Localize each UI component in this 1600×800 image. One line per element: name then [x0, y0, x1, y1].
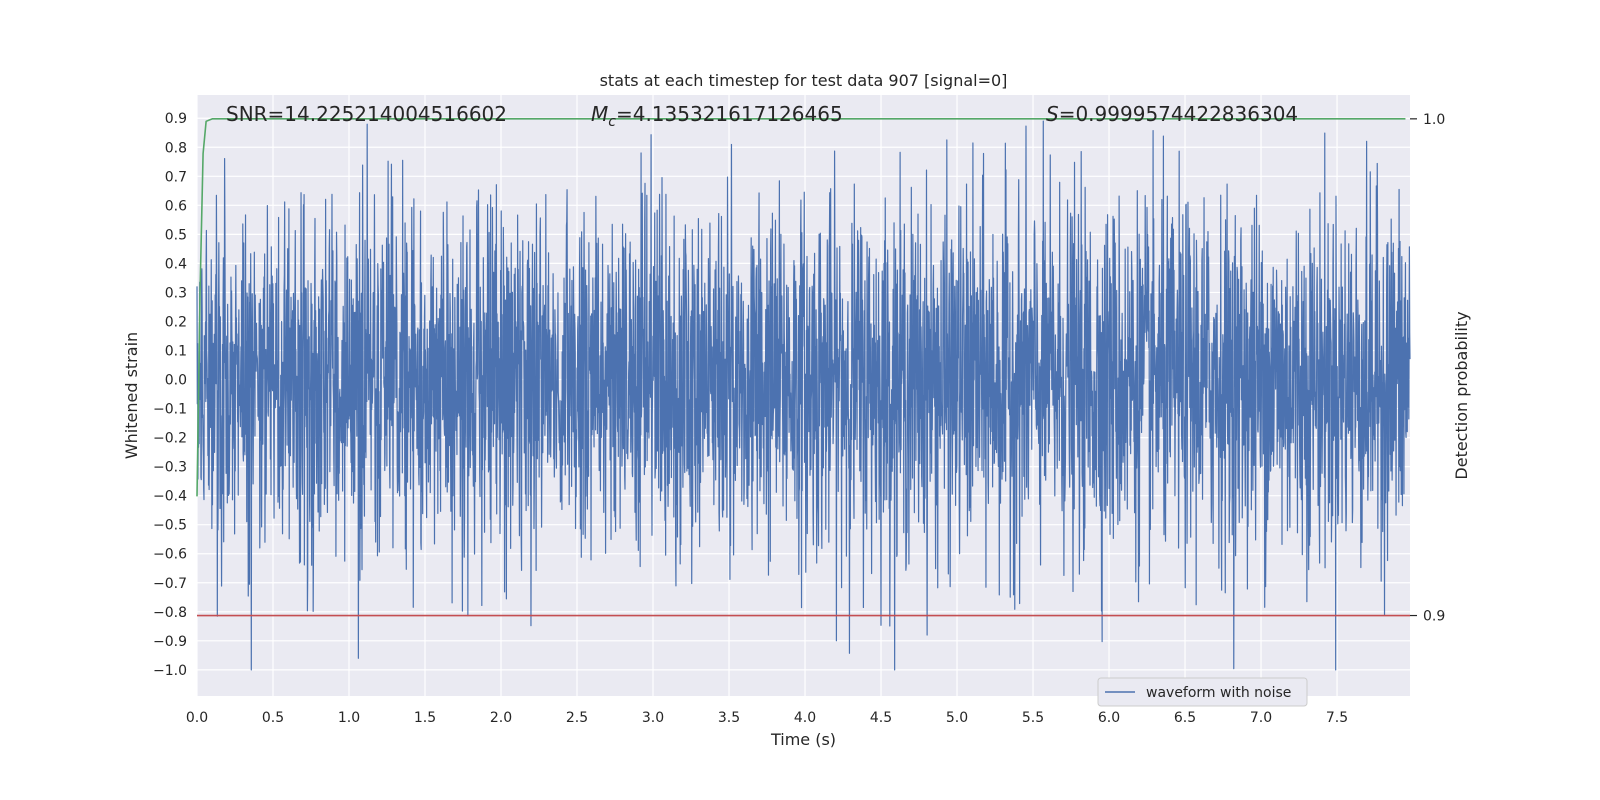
- series-line-0: [196, 120, 1411, 671]
- x-axis: 0.0 0.5 1.0 1.5 2.0 2.5 3.0 3.5 4.0 4.5 5.0 5.5 6.0 6…: [186, 710, 1348, 726]
- mc-symbol: M: [591, 102, 608, 126]
- x-axis-label: Time (s): [770, 730, 836, 749]
- s-symbol: S: [1046, 102, 1059, 126]
- y-tick-label: 0.5: [165, 227, 187, 243]
- significance-annotation: S=0.9999574422836304: [1046, 102, 1298, 126]
- x-tick-label: 4.5: [870, 710, 892, 726]
- y-tick-label: 0.8: [165, 140, 187, 156]
- y-tick-label: −0.6: [153, 547, 187, 563]
- y-tick-label: 0.9: [165, 111, 187, 127]
- y-tick-label: −0.8: [153, 605, 187, 621]
- series-line-1: [196, 118, 1406, 497]
- y-tick-label: −0.5: [153, 518, 187, 534]
- legend-label: waveform with noise: [1146, 685, 1291, 701]
- y2-tick-label: 1.0: [1423, 112, 1445, 128]
- legend-box: [1097, 677, 1308, 707]
- y2-tick-label: 0.9: [1423, 609, 1445, 625]
- series-layer: [196, 118, 1411, 671]
- chart-title: stats at each timestep for test data 907…: [600, 71, 1008, 90]
- y-tick-label: 0.6: [165, 198, 187, 214]
- x-tick-label: 3.5: [718, 710, 740, 726]
- x-tick-label: 1.0: [338, 710, 360, 726]
- y-tick-label: −0.7: [153, 576, 187, 592]
- y-tick-label: 0.3: [165, 285, 187, 301]
- x-tick-label: 7.0: [1250, 710, 1272, 726]
- y2-axis-label: Detection probability: [1452, 311, 1471, 479]
- x-tick-label: 2.5: [566, 710, 588, 726]
- mc-value: =4.135321617126465: [616, 102, 843, 126]
- x-tick-label: 1.5: [414, 710, 436, 726]
- x-tick-label: 0.5: [262, 710, 284, 726]
- y-tick-label: 0.7: [165, 169, 187, 185]
- x-tick-label: 5.0: [946, 710, 968, 726]
- y-tick-label: 0.1: [165, 343, 187, 359]
- x-tick-label: 3.0: [642, 710, 664, 726]
- y-tick-label: −0.9: [153, 634, 187, 650]
- x-tick-label: 2.0: [490, 710, 512, 726]
- x-tick-label: 5.5: [1022, 710, 1044, 726]
- x-tick-label: 0.0: [186, 710, 208, 726]
- x-tick-label: 4.0: [794, 710, 816, 726]
- y-tick-label: 0.2: [165, 314, 187, 330]
- y-axis-left: 0.9 0.8 0.7 0.6 0.5 0.4 0.3 0.2 0.1 0.0 −0.1 −0.2 −0…: [153, 111, 187, 679]
- x-tick-label: 6.5: [1174, 710, 1196, 726]
- chirp-mass-annotation: Mc=4.135321617126465: [591, 102, 843, 130]
- x-tick-label: 7.5: [1326, 710, 1348, 726]
- y-tick-label: −0.1: [153, 402, 187, 418]
- y-tick-label: −1.0: [153, 663, 187, 679]
- y-tick-label: −0.4: [153, 489, 187, 505]
- y-axis-label: Whitened strain: [122, 332, 141, 459]
- snr-annotation: SNR=14.225214004516602: [226, 102, 507, 126]
- x-tick-label: 6.0: [1098, 710, 1120, 726]
- y-tick-label: −0.2: [153, 431, 187, 447]
- y-axis-right: 1.0 0.9: [1410, 112, 1445, 625]
- s-value: =0.9999574422836304: [1059, 102, 1298, 126]
- y-tick-label: −0.3: [153, 460, 187, 476]
- y-tick-label: 0.0: [165, 373, 187, 389]
- y-tick-label: 0.4: [165, 256, 187, 272]
- mc-subscript: c: [608, 114, 616, 130]
- legend: waveform with noise: [1097, 677, 1308, 707]
